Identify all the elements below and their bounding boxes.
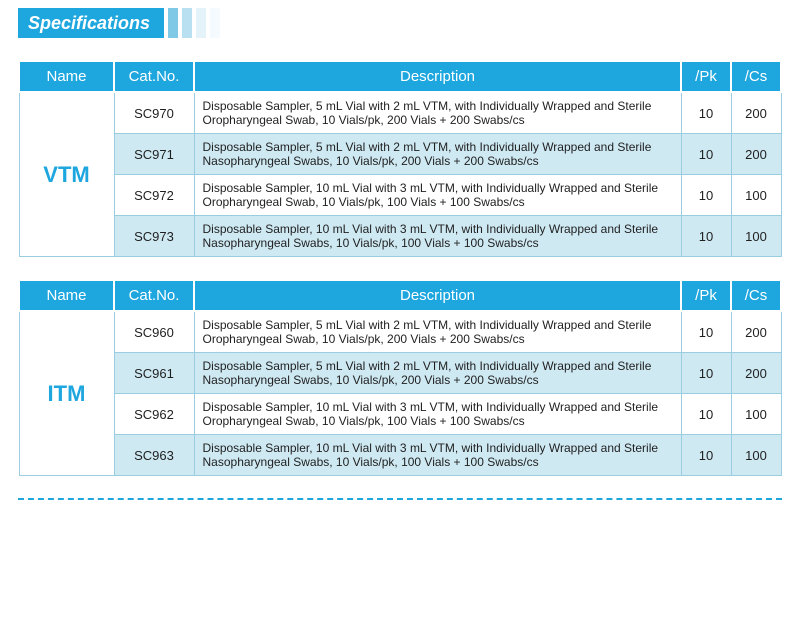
specifications-header: Specifications: [18, 8, 782, 38]
specifications-title: Specifications: [18, 8, 164, 38]
per-case: 200: [731, 92, 781, 134]
col-header-cat: Cat.No.: [114, 280, 194, 311]
col-header-cat: Cat.No.: [114, 61, 194, 92]
per-pack: 10: [681, 353, 731, 394]
description: Disposable Sampler, 10 mL Vial with 3 mL…: [194, 175, 681, 216]
per-pack: 10: [681, 175, 731, 216]
accent-bar: [210, 8, 220, 38]
group-name: ITM: [19, 311, 114, 476]
per-case: 100: [731, 435, 781, 476]
cat-no: SC961: [114, 353, 194, 394]
per-pack: 10: [681, 311, 731, 353]
table-row: SC971 Disposable Sampler, 5 mL Vial with…: [19, 134, 781, 175]
col-header-cs: /Cs: [731, 280, 781, 311]
per-case: 200: [731, 134, 781, 175]
table-header-row: Name Cat.No. Description /Pk /Cs: [19, 280, 781, 311]
table-row: VTM SC970 Disposable Sampler, 5 mL Vial …: [19, 92, 781, 134]
description: Disposable Sampler, 10 mL Vial with 3 mL…: [194, 435, 681, 476]
cat-no: SC963: [114, 435, 194, 476]
description: Disposable Sampler, 10 mL Vial with 3 mL…: [194, 216, 681, 257]
description: Disposable Sampler, 5 mL Vial with 2 mL …: [194, 311, 681, 353]
per-pack: 10: [681, 216, 731, 257]
table-row: ITM SC960 Disposable Sampler, 5 mL Vial …: [19, 311, 781, 353]
table-row: SC963 Disposable Sampler, 10 mL Vial wit…: [19, 435, 781, 476]
cat-no: SC970: [114, 92, 194, 134]
table-row: SC962 Disposable Sampler, 10 mL Vial wit…: [19, 394, 781, 435]
per-case: 100: [731, 175, 781, 216]
col-header-desc: Description: [194, 61, 681, 92]
accent-bar: [196, 8, 206, 38]
col-header-name: Name: [19, 280, 114, 311]
col-header-pk: /Pk: [681, 280, 731, 311]
table-row: SC972 Disposable Sampler, 10 mL Vial wit…: [19, 175, 781, 216]
per-pack: 10: [681, 92, 731, 134]
per-case: 200: [731, 311, 781, 353]
per-case: 200: [731, 353, 781, 394]
per-pack: 10: [681, 435, 731, 476]
cat-no: SC971: [114, 134, 194, 175]
col-header-cs: /Cs: [731, 61, 781, 92]
spec-table-itm: Name Cat.No. Description /Pk /Cs ITM SC9…: [18, 279, 782, 476]
col-header-name: Name: [19, 61, 114, 92]
cat-no: SC960: [114, 311, 194, 353]
description: Disposable Sampler, 10 mL Vial with 3 mL…: [194, 394, 681, 435]
per-case: 100: [731, 394, 781, 435]
table-row: SC973 Disposable Sampler, 10 mL Vial wit…: [19, 216, 781, 257]
description: Disposable Sampler, 5 mL Vial with 2 mL …: [194, 134, 681, 175]
col-header-pk: /Pk: [681, 61, 731, 92]
col-header-desc: Description: [194, 280, 681, 311]
cat-no: SC962: [114, 394, 194, 435]
spec-table-vtm: Name Cat.No. Description /Pk /Cs VTM SC9…: [18, 60, 782, 257]
accent-bar: [182, 8, 192, 38]
description: Disposable Sampler, 5 mL Vial with 2 mL …: [194, 353, 681, 394]
group-name: VTM: [19, 92, 114, 257]
cat-no: SC972: [114, 175, 194, 216]
description: Disposable Sampler, 5 mL Vial with 2 mL …: [194, 92, 681, 134]
section-divider: [18, 498, 782, 500]
accent-bar: [168, 8, 178, 38]
per-pack: 10: [681, 134, 731, 175]
per-case: 100: [731, 216, 781, 257]
table-row: SC961 Disposable Sampler, 5 mL Vial with…: [19, 353, 781, 394]
table-header-row: Name Cat.No. Description /Pk /Cs: [19, 61, 781, 92]
cat-no: SC973: [114, 216, 194, 257]
per-pack: 10: [681, 394, 731, 435]
